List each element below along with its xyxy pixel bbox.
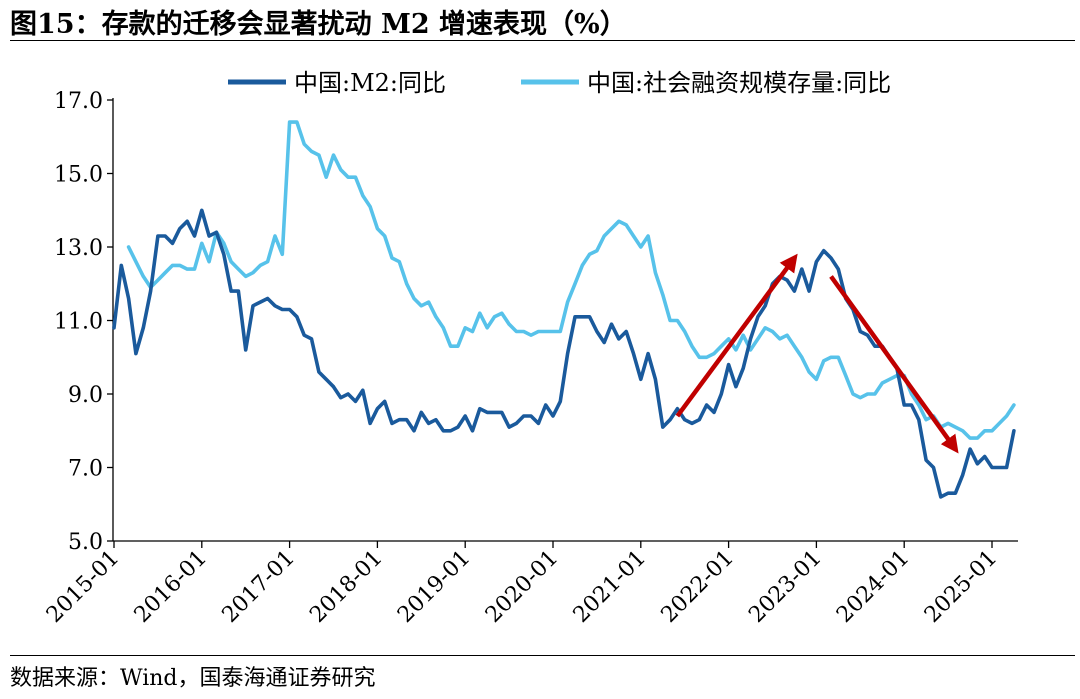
series-line-tsf bbox=[126, 120, 1016, 440]
legend-label: 中国:社会融资规模存量:同比 bbox=[587, 69, 891, 97]
x-tick-label: 2019-01 bbox=[393, 546, 475, 628]
x-tick-label: 2018-01 bbox=[305, 546, 387, 628]
x-tick-label: 2020-01 bbox=[481, 546, 563, 628]
y-tick-label: 13.0 bbox=[54, 236, 103, 261]
y-tick-label: 17.0 bbox=[54, 89, 103, 114]
legend-item-m2: 中国:M2:同比 bbox=[228, 69, 446, 97]
x-tick-label: 2023-01 bbox=[744, 546, 826, 628]
y-tick-label: 9.0 bbox=[68, 383, 103, 408]
title-rule bbox=[10, 40, 1075, 41]
figure-title: 图15：存款的迁移会显著扰动 M2 增速表现（%） bbox=[10, 9, 627, 40]
chart-legend: 中国:M2:同比 中国:社会融资规模存量:同比 bbox=[228, 69, 891, 97]
y-tick-label: 11.0 bbox=[54, 310, 103, 335]
annotation-layer bbox=[675, 253, 959, 454]
x-tick-label: 2025-01 bbox=[920, 546, 1002, 628]
x-tick-label: 2016-01 bbox=[130, 546, 212, 628]
legend-label: 中国:M2:同比 bbox=[294, 69, 446, 97]
fall-arrow bbox=[829, 275, 959, 454]
x-tick-label: 2022-01 bbox=[657, 546, 739, 628]
source-note: 数据来源：Wind，国泰海通证券研究 bbox=[10, 666, 376, 691]
x-tick-label: 2021-01 bbox=[569, 546, 651, 628]
y-tick-label: 5.0 bbox=[68, 530, 103, 555]
series-line-m2 bbox=[112, 208, 1016, 499]
y-tick-label: 15.0 bbox=[54, 163, 103, 188]
x-tick-label: 2017-01 bbox=[218, 546, 300, 628]
x-tick-label: 2024-01 bbox=[832, 546, 914, 628]
x-tick-label: 2015-01 bbox=[42, 546, 124, 628]
legend-item-tsf: 中国:社会融资规模存量:同比 bbox=[521, 69, 891, 97]
source-rule bbox=[10, 655, 1075, 656]
rise-arrow bbox=[675, 253, 798, 418]
y-tick-label: 7.0 bbox=[68, 457, 103, 482]
series-layer bbox=[112, 120, 1016, 499]
